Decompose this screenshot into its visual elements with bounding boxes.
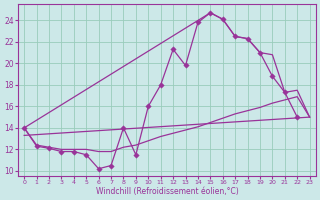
X-axis label: Windchill (Refroidissement éolien,°C): Windchill (Refroidissement éolien,°C)	[96, 187, 238, 196]
